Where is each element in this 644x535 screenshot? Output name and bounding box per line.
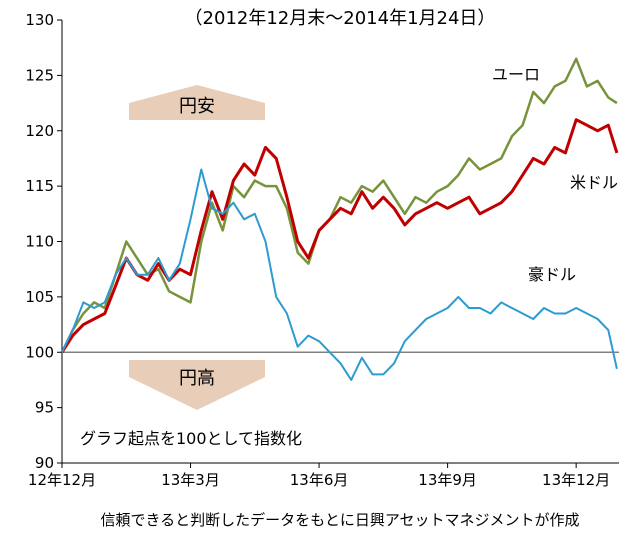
x-tick-label: 13年6月 — [290, 471, 349, 489]
y-tick-label: 100 — [25, 343, 54, 361]
series-line — [60, 118, 619, 354]
source-note: 信頼できると判断したデータをもとに日興アセットマネジメントが作成 — [100, 511, 579, 529]
annotation: 円安 — [179, 96, 215, 117]
x-tick-label: 13年9月 — [418, 471, 477, 489]
x-tick-label: 13年12月 — [542, 471, 610, 489]
y-tick-label: 120 — [25, 122, 54, 140]
y-tick-label: 130 — [25, 11, 54, 29]
up-arrow — [129, 85, 265, 120]
y-tick-label: 105 — [25, 288, 54, 306]
x-tick-label: 13年3月 — [161, 471, 220, 489]
y-tick-label: 95 — [35, 399, 54, 417]
down-arrow — [129, 360, 265, 410]
y-tick-label: 115 — [25, 177, 54, 195]
series-label: ユーロ — [492, 65, 540, 84]
y-tick-label: 110 — [25, 233, 54, 251]
series-line — [61, 168, 618, 381]
y-tick-label: 90 — [35, 454, 54, 472]
y-tick-label: 125 — [25, 66, 54, 84]
annotation: 円高 — [179, 368, 215, 389]
series-label: 豪ドル — [528, 265, 576, 284]
x-tick-label: 12年12月 — [28, 471, 96, 489]
series-label: 米ドル — [570, 173, 618, 192]
annotation: グラフ起点を100として指数化 — [80, 429, 302, 448]
chart-title: （2012年12月末～2014年1月24日） — [185, 8, 496, 29]
